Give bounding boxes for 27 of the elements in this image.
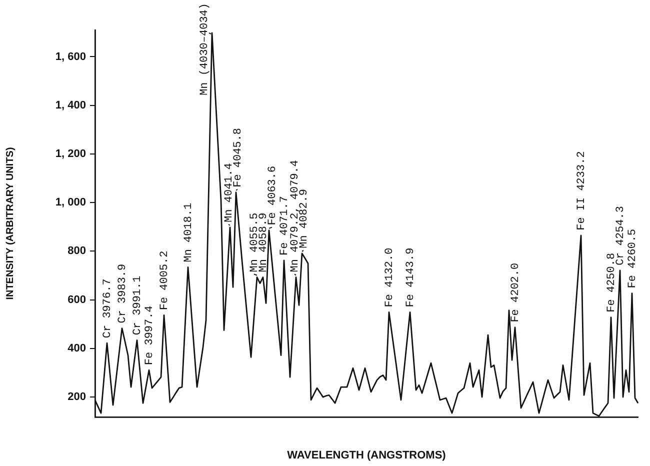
annotation: Fe II 4233.2 [576,151,588,230]
annotation: Mn 4018.1 [182,202,195,262]
y-tick-label: 200 [68,391,86,404]
annotation: Cr 3976.7 [102,278,114,338]
y-tick-label: 1, 000 [55,196,86,209]
annotation: Fe 4071.7 [278,196,291,256]
annotation: Mn 4082.9 [298,188,310,248]
annotation: Fe 4260.5 [626,228,639,288]
y-tick-label: 1, 400 [55,99,86,112]
y-tick-label: 1, 200 [55,148,86,160]
annotation: Mn (4030–4034) [198,2,211,96]
y-tick-label: 800 [68,245,86,258]
annotation: Cr 3991.1 [132,275,144,336]
annotation: Fe 4045.8 [232,128,244,188]
x-axis-title: WAVELENGTH (ANGSTROMS) [287,449,446,462]
annotation: Cr 3983.9 [116,264,129,324]
annotation: Fe 4063.6 [266,166,279,226]
y-tick-label: 600 [68,294,86,306]
annotation: Fe 4005.2 [158,250,171,310]
annotation: Fe 4202.0 [510,262,522,322]
y-tick-label: 1, 600 [55,50,86,63]
y-tick-label: 400 [68,342,86,354]
y-axis-title: INTENSITY (ARBITRARY UNITS) [4,147,16,300]
annotation: Fe 4143.9 [404,248,417,308]
annotation: Fe 4132.0 [384,248,396,308]
annotation: Cr 4254.3 [614,206,627,266]
annotation: Fe 3997.4 [144,305,156,366]
